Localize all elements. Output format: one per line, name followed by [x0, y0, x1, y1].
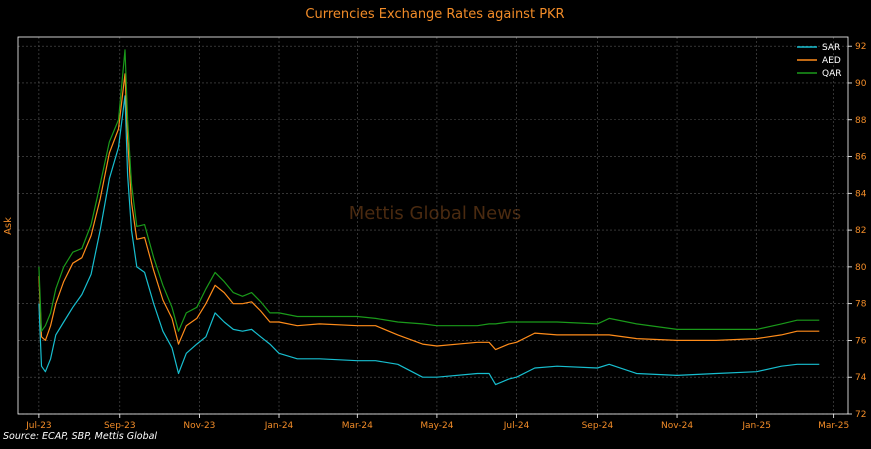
source-note: Source: ECAP, SBP, Mettis Global: [3, 431, 158, 442]
y-tick-label: 84: [855, 189, 867, 199]
x-tick-label: Jul-24: [503, 421, 530, 431]
x-tick-label: Jan-24: [264, 421, 294, 431]
y-tick-label: 76: [855, 336, 867, 346]
y-tick-label: 78: [855, 300, 867, 310]
legend-label-sar: SAR: [822, 43, 840, 53]
legend: SAR AED QAR: [797, 43, 842, 79]
y-tick-label: 86: [855, 153, 867, 163]
series-lines: [38, 49, 820, 386]
legend-label-aed: AED: [822, 56, 841, 66]
y-tick-label: 80: [855, 263, 867, 273]
series-line-qar: [38, 49, 820, 332]
watermark-text: Mettis Global News: [349, 203, 522, 224]
x-tick-label: Mar-24: [342, 421, 373, 431]
x-tick-label: Jan-25: [741, 421, 771, 431]
x-tick-label: Sep-23: [104, 421, 136, 431]
y-tick-label: 92: [855, 42, 866, 52]
y-tick-label: 88: [855, 116, 867, 126]
series-line-aed: [38, 73, 820, 351]
x-axis: Jul-23 Sep-23 Nov-23 Jan-24 Mar-24 May-24 Jul-…: [25, 414, 849, 431]
y-tick-label: 74: [855, 373, 867, 383]
plot-frame: [17, 36, 849, 415]
x-tick-label: Nov-24: [661, 421, 693, 431]
x-tick-label: Sep-24: [582, 421, 614, 431]
x-tick-label: May-24: [420, 421, 453, 431]
x-tick-label: Nov-23: [183, 421, 215, 431]
x-tick-label: Mar-25: [818, 421, 849, 431]
y-axis: 72 74 76 78 80 82 84 86 88 90 92: [848, 42, 867, 420]
y-tick-label: 90: [855, 79, 867, 89]
y-tick-label: 82: [855, 226, 866, 236]
legend-label-qar: QAR: [822, 69, 842, 79]
grid-lines: [18, 37, 848, 415]
series-line-sar: [38, 95, 820, 386]
y-axis-label: Ask: [3, 217, 14, 235]
x-tick-label: Jul-23: [25, 421, 52, 431]
y-tick-label: 72: [855, 410, 866, 420]
chart-title: Currencies Exchange Rates against PKR: [305, 7, 564, 22]
